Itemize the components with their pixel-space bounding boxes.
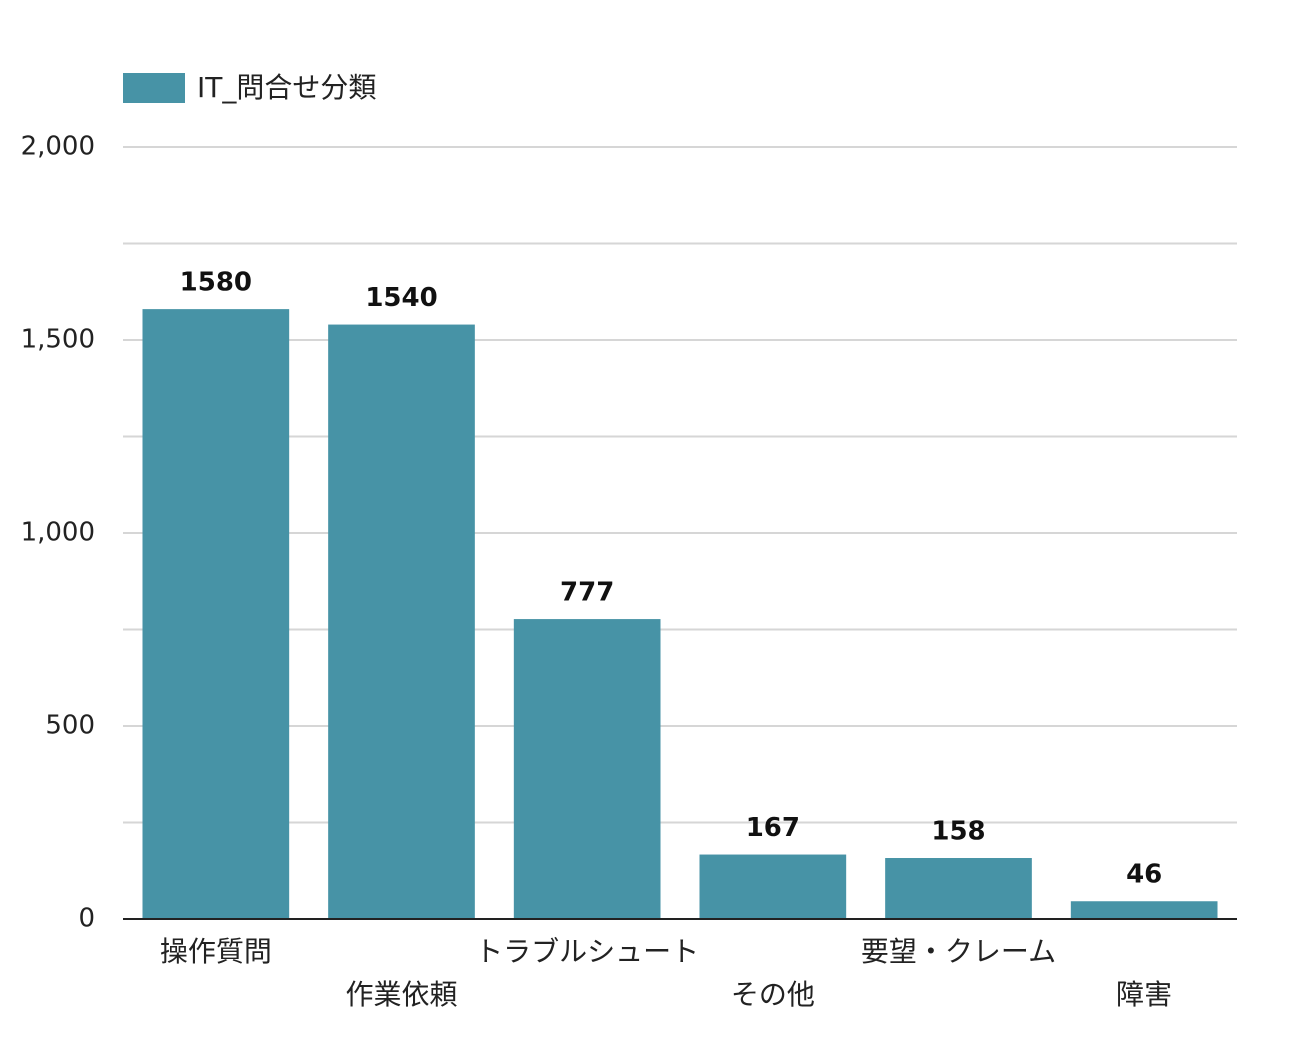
x-tick-label: トラブルシュート xyxy=(475,935,699,968)
legend-swatch xyxy=(123,73,185,103)
bar xyxy=(1070,901,1218,919)
legend-label: IT_問合せ分類 xyxy=(197,71,376,104)
data-label: 777 xyxy=(560,578,614,608)
bar xyxy=(699,854,847,919)
data-label: 158 xyxy=(931,817,985,847)
bar xyxy=(513,619,661,919)
y-tick-label: 1,500 xyxy=(21,325,95,355)
data-label: 1580 xyxy=(180,268,252,298)
y-tick-label: 500 xyxy=(45,711,95,741)
x-tick-label: 操作質問 xyxy=(160,935,272,968)
x-tick-label: 要望・クレーム xyxy=(861,935,1056,968)
y-tick-label: 2,000 xyxy=(21,132,95,162)
bar xyxy=(885,858,1032,919)
x-tick-label: その他 xyxy=(731,978,815,1011)
x-tick-label: 作業依頼 xyxy=(345,978,457,1011)
x-tick-label: 障害 xyxy=(1116,978,1172,1011)
data-label: 167 xyxy=(746,813,800,843)
data-label: 1540 xyxy=(365,283,437,313)
y-tick-label: 1,000 xyxy=(21,518,95,548)
bar xyxy=(142,309,290,919)
y-tick-label: 0 xyxy=(78,904,95,934)
bar xyxy=(328,324,475,919)
data-label: 46 xyxy=(1126,860,1162,890)
